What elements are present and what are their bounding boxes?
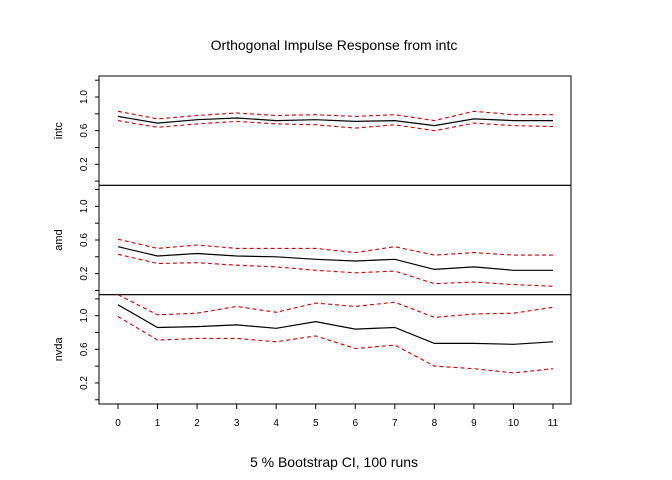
x-axis: 0 1 2 3 4 5 6 7 8 9 10 11	[115, 403, 559, 429]
panel-intc: 0.2 0.6 1.0 intc	[53, 75, 572, 186]
lower-ci-line-intc	[117, 120, 554, 132]
chart-title: Orthogonal Impulse Response from intc	[211, 37, 458, 53]
panel-frame-intc	[98, 75, 572, 186]
panel-frame-amd	[98, 184, 572, 296]
chart-subtitle: 5 % Bootstrap CI, 100 runs	[250, 454, 418, 470]
upper-ci-line-amd	[117, 238, 553, 256]
x-tick-label: 6	[352, 418, 358, 429]
x-tick-label: 4	[273, 418, 279, 429]
upper-ci-line-nvda	[117, 294, 554, 318]
x-tick-label: 7	[392, 418, 398, 429]
panel-frame-nvda	[98, 294, 572, 405]
y-tick-label: 0.6	[79, 342, 90, 356]
panel-nvda: 0.2 0.6 1.0 nvda	[53, 294, 572, 405]
y-tick-label: 0.2	[79, 157, 90, 171]
panel-label-intc: intc	[53, 122, 65, 140]
response-line-intc	[117, 115, 553, 127]
response-line-amd	[117, 246, 553, 271]
x-tick-label: 0	[115, 418, 121, 429]
upper-ci-line-intc	[117, 110, 553, 122]
x-tick-label: 10	[508, 418, 520, 429]
x-tick-label: 9	[471, 418, 477, 429]
y-tick-label: 1.0	[79, 308, 90, 322]
x-tick-label: 2	[194, 418, 200, 429]
response-line-nvda	[117, 304, 554, 345]
y-tick-label: 0.6	[79, 233, 90, 247]
lower-ci-line-nvda	[117, 316, 554, 374]
panels-group: 0.2 0.6 1.0 intc 0.2 0.6 1.0 amd 0.2 0.6 1.0 nvda	[53, 75, 572, 405]
x-tick-label: 1	[155, 418, 161, 429]
x-tick-label: 8	[432, 418, 438, 429]
lower-ci-line-amd	[117, 253, 554, 287]
panel-label-amd: amd	[53, 229, 65, 250]
x-tick-label: 5	[313, 418, 319, 429]
y-tick-label: 1.0	[79, 90, 90, 104]
panel-amd: 0.2 0.6 1.0 amd	[53, 184, 572, 296]
panel-label-nvda: nvda	[53, 337, 65, 362]
x-tick-label: 3	[234, 418, 240, 429]
x-tick-label: 11	[548, 418, 559, 429]
y-tick-label: 1.0	[79, 199, 90, 213]
y-tick-label: 0.2	[79, 266, 90, 280]
y-tick-label: 0.6	[79, 123, 90, 137]
y-tick-label: 0.2	[79, 376, 90, 390]
